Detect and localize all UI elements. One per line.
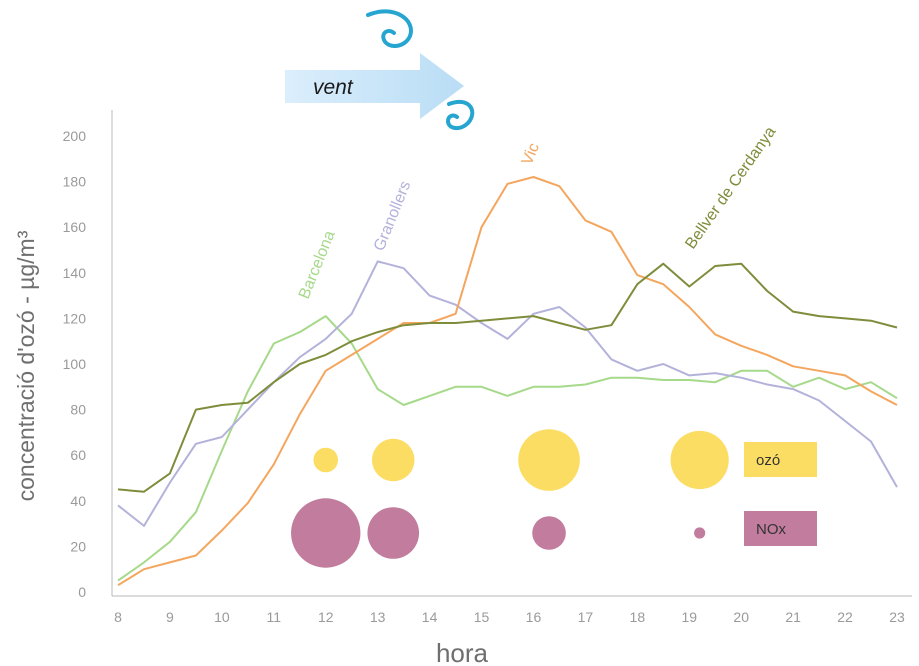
x-tick-label: 22: [837, 609, 853, 625]
series-label-barcelona: Barcelona: [296, 228, 339, 301]
x-tick-labels: 8 9 10 11 12 13 14 15 16 17 18 19 20 21 22 23: [114, 609, 905, 625]
y-tick-label: 100: [63, 356, 87, 372]
wind-label: vent: [313, 76, 354, 99]
x-tick-label: 10: [214, 609, 230, 625]
series-lines: [117, 176, 898, 587]
x-tick-label: 20: [733, 609, 749, 625]
nox-bubble: [291, 498, 361, 568]
y-tick-label: 20: [70, 538, 86, 554]
bubble-markers: [291, 429, 729, 568]
ozo-bubble: [371, 438, 415, 482]
x-tick-label: 9: [166, 609, 174, 625]
series-label-granollers: Granollers: [371, 179, 414, 254]
series-label-bellver-de-cerdanya: Bellver de Cerdanya: [682, 124, 779, 253]
x-tick-label: 13: [370, 609, 386, 625]
series-line-granollers: [117, 260, 898, 527]
nox-bubble: [532, 516, 566, 550]
x-tick-label: 18: [630, 609, 646, 625]
y-tick-label: 80: [70, 402, 86, 418]
y-tick-label: 140: [63, 265, 87, 281]
x-tick-label: 16: [526, 609, 542, 625]
nox-bubble: [367, 507, 420, 559]
x-tick-label: 11: [267, 609, 282, 625]
nox-bubble: [694, 527, 706, 539]
x-tick-label: 15: [474, 609, 490, 625]
y-tick-label: 0: [78, 584, 86, 600]
legend-swatch: [744, 442, 817, 477]
x-axis-title: hora: [436, 638, 489, 666]
wind-annotation: vent: [285, 9, 475, 130]
series-labels: Barcelona Granollers Vic Bellver de Cerdany…: [296, 124, 780, 302]
x-tick-label: 21: [785, 609, 801, 625]
series-line-vic: [117, 176, 898, 587]
ozo-bubble: [670, 430, 729, 490]
legend-label: ozó: [756, 452, 780, 469]
y-tick-label: 160: [63, 219, 87, 235]
wind-swirl-icon: [366, 9, 475, 130]
series-line-bellver-de-cerdanya: [117, 262, 898, 493]
x-tick-label: 23: [889, 609, 905, 625]
y-tick-label: 120: [63, 310, 87, 326]
y-tick-labels: 0 20 40 60 80 100 120 140 160 180 200: [63, 128, 87, 600]
series-line-barcelona: [117, 315, 898, 582]
y-tick-label: 180: [63, 174, 87, 190]
ozo-bubble: [518, 429, 580, 491]
y-tick-label: 200: [63, 128, 87, 144]
y-axis-title: concentració d'ozó - µg/m³: [13, 230, 39, 501]
x-tick-label: 19: [681, 609, 697, 625]
x-tick-label: 8: [114, 609, 122, 625]
x-tick-label: 12: [318, 609, 334, 625]
y-tick-label: 60: [70, 447, 86, 463]
x-tick-label: 14: [422, 609, 438, 625]
ozo-bubble: [313, 447, 339, 473]
wind-arrow-icon: [285, 53, 464, 119]
series-label-vic: Vic: [519, 141, 543, 168]
legend-swatch: [744, 511, 817, 546]
legend-label: NOx: [756, 521, 787, 538]
x-tick-label: 17: [578, 609, 594, 625]
bubble-legend: ozó NOx: [744, 442, 817, 546]
y-tick-label: 40: [70, 493, 86, 509]
